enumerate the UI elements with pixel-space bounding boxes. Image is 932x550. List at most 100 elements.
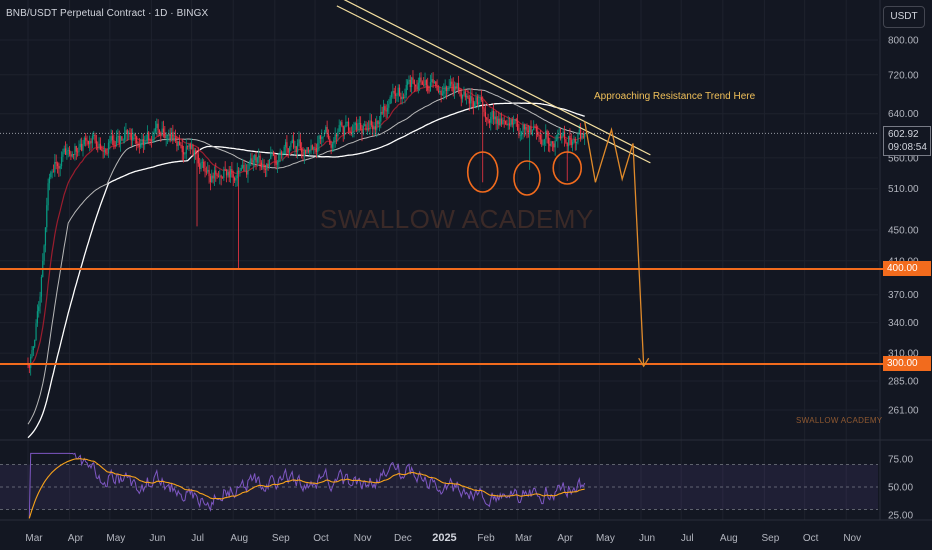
candle-body (66, 150, 68, 155)
candle-body (496, 118, 499, 124)
rsi-axis-label: 50.00 (888, 483, 913, 494)
candle-body (197, 154, 199, 164)
candle-body (242, 164, 244, 168)
candle-body (111, 136, 114, 141)
trendline-lower (336, 5, 651, 164)
candle-body (486, 117, 488, 120)
candle-body (314, 147, 316, 149)
candle-body (63, 148, 65, 153)
level-400-tag: 400.00 (883, 261, 931, 276)
candle-body (145, 140, 147, 142)
candle-body (526, 126, 528, 131)
candle-body (189, 144, 191, 149)
candle-body (246, 170, 248, 175)
candle-body (149, 139, 151, 141)
candle-body (38, 306, 40, 312)
candle-body (319, 135, 322, 139)
candle-body (358, 122, 360, 125)
candle-body (584, 133, 586, 137)
candle-body (550, 141, 552, 146)
candle-body (492, 110, 495, 120)
candle-body (82, 144, 84, 151)
candle-body (221, 177, 224, 179)
candle-body (444, 86, 446, 91)
candle-body (415, 84, 417, 87)
candle-body (58, 165, 60, 169)
candle-body (195, 150, 197, 152)
candle-body (288, 147, 291, 153)
candle-body (330, 144, 332, 148)
candle-body (475, 97, 477, 103)
candle-body (203, 161, 205, 168)
candle-body (86, 140, 88, 142)
candle-body (254, 154, 256, 161)
candle-body (302, 152, 304, 157)
candle-body (166, 135, 169, 136)
candle-body (201, 161, 203, 163)
candle-body (530, 126, 532, 135)
candle-body (329, 139, 331, 145)
candle-body (578, 129, 580, 134)
candle-body (137, 143, 139, 145)
candle-body (99, 143, 102, 150)
candle-body (235, 178, 237, 181)
candle-body (382, 106, 385, 114)
candle-body (28, 365, 30, 368)
candle-body (402, 97, 405, 99)
candle-body (233, 177, 236, 181)
candle-body (168, 133, 170, 136)
candle-body (232, 174, 234, 178)
time-axis-label: Sep (762, 533, 780, 544)
candle-body (126, 130, 128, 134)
candle-body (130, 132, 132, 141)
candle-body (251, 158, 253, 163)
candle-body (191, 145, 193, 149)
candle-body (219, 175, 221, 177)
candle-body (299, 139, 301, 149)
candle-body (400, 96, 402, 100)
price-axis-label: 450.00 (888, 226, 919, 237)
candle-body (555, 139, 558, 141)
candle-body (74, 146, 76, 155)
candle-body (280, 151, 283, 155)
candle-body (162, 128, 165, 133)
candle-body (132, 136, 134, 141)
candle-body (327, 133, 330, 140)
candle-body (62, 152, 64, 157)
candle-body (34, 340, 36, 347)
candle-body (79, 143, 81, 148)
projection-path (584, 121, 645, 367)
level-300-tag: 300.00 (883, 356, 931, 371)
candle-body (507, 123, 509, 126)
candle-body (368, 128, 370, 130)
candle-body (209, 176, 212, 182)
candle-body (439, 91, 441, 93)
candle-body (259, 155, 261, 163)
candle-body (248, 162, 250, 165)
sma-mid-line (27, 88, 585, 425)
candle-body (252, 160, 254, 163)
candle-body (362, 125, 364, 134)
candle-body (527, 130, 529, 133)
candle-body (310, 145, 312, 151)
candle-body (117, 136, 119, 138)
candle-body (255, 154, 257, 163)
candle-body (164, 132, 166, 139)
currency-button[interactable]: USDT (883, 6, 925, 28)
candle-body (271, 152, 273, 154)
candle-body (237, 170, 240, 172)
candle-body (569, 135, 571, 140)
candle-body (566, 142, 568, 147)
candle-body (386, 107, 389, 112)
candle-body (436, 85, 438, 91)
candle-body (77, 151, 79, 153)
candle-body (208, 169, 210, 177)
candle-body (565, 139, 567, 143)
current-price-tag: 602.92 09:08:54 (883, 126, 931, 156)
candle-body (482, 99, 484, 109)
candle-body (264, 169, 267, 170)
candle-body (334, 134, 336, 140)
candle-body (447, 88, 449, 92)
candle-body (525, 126, 527, 130)
